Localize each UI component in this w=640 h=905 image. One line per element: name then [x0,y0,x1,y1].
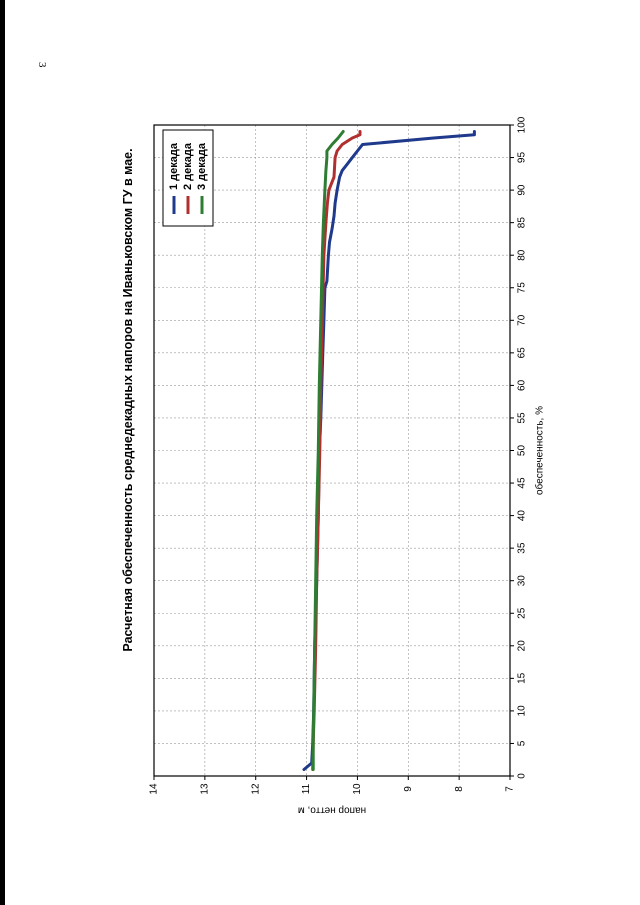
scan-edge [0,0,5,905]
x-tick-label: 15 [517,672,528,684]
y-tick-label: 14 [149,783,160,795]
y-tick-label: 13 [199,783,210,795]
x-tick-label: 70 [517,314,528,326]
x-tick-label: 20 [517,640,528,652]
x-tick-label: 90 [517,184,528,196]
x-tick-label: 30 [517,575,528,587]
x-tick-label: 45 [517,477,528,489]
series-line-3 [311,130,345,771]
legend-label-2: 2 декада [182,142,194,190]
x-axis-label: обеспеченность, % [534,406,546,495]
x-tick-label: 25 [517,607,528,619]
x-tick-label: 35 [517,542,528,554]
x-tick-label: 40 [517,510,528,522]
y-tick-label: 10 [352,783,363,795]
legend-label-1: 1 декада [168,142,180,190]
x-tick-label: 95 [517,152,528,164]
x-tick-label: 80 [517,249,528,261]
y-tick-label: 12 [250,783,261,795]
y-tick-label: 7 [505,786,516,792]
x-tick-label: 0 [517,773,528,779]
y-tick-label: 8 [454,786,465,792]
x-tick-label: 55 [517,412,528,424]
x-tick-label: 50 [517,445,528,457]
x-tick-label: 85 [517,217,528,229]
x-tick-label: 100 [517,116,528,133]
y-tick-label: 9 [403,786,414,792]
x-tick-label: 60 [517,379,528,391]
x-tick-label: 10 [517,705,528,717]
x-tick-label: 65 [517,347,528,359]
x-tick-label: 5 [517,740,528,746]
y-tick-label: 11 [301,783,312,794]
y-axis-label: напор нетто, м [298,804,366,815]
x-tick-label: 75 [517,282,528,294]
legend-label-3: 3 декада [196,142,208,190]
